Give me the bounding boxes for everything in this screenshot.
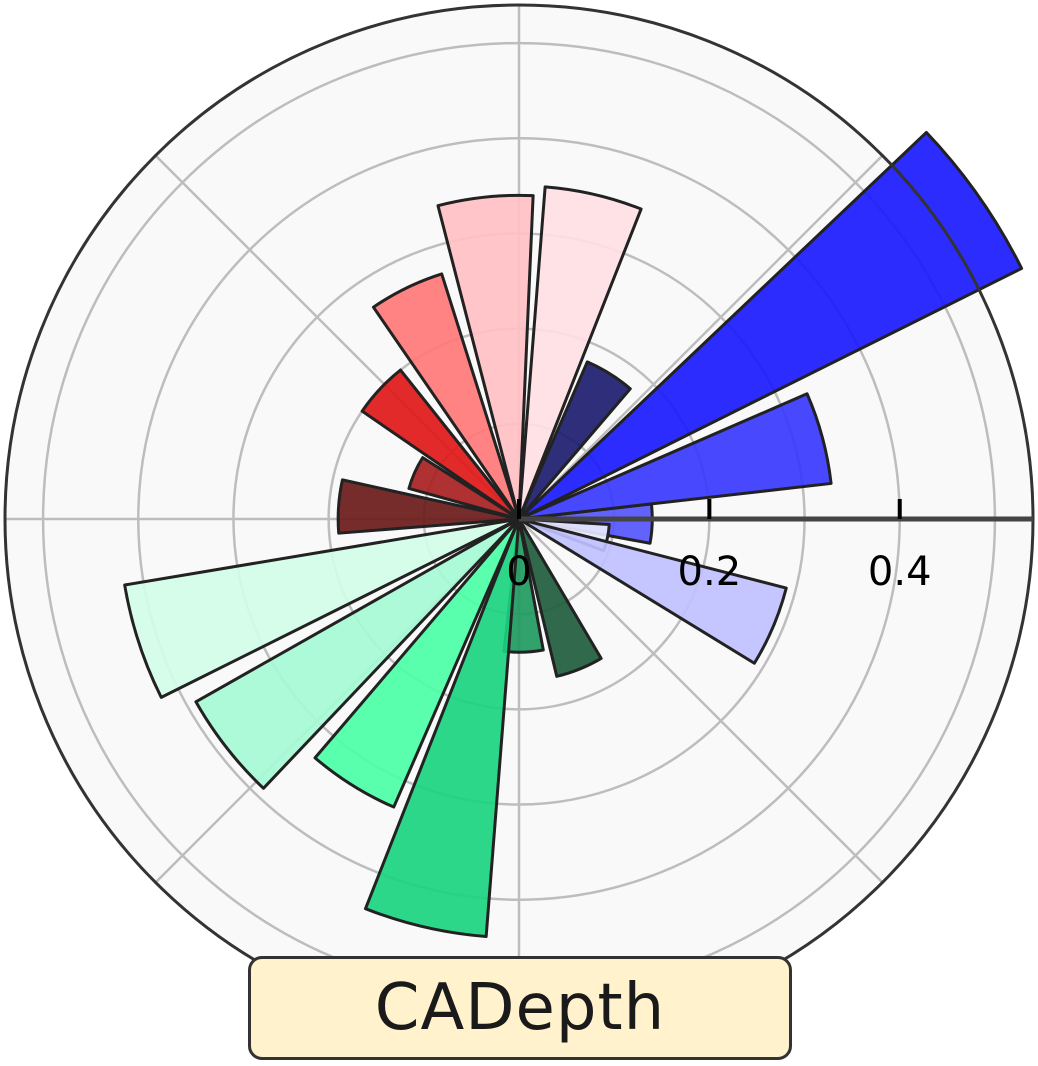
bar-12	[360, 368, 521, 521]
bar-13	[371, 272, 521, 521]
chart-title-box: CADepth	[248, 956, 792, 1060]
bar-9	[123, 517, 521, 699]
bar-15	[517, 185, 643, 521]
bar-6	[364, 517, 521, 939]
polar-bars	[123, 130, 1024, 939]
bar-14	[436, 193, 535, 521]
bar-3	[517, 517, 788, 665]
bar-8	[194, 517, 521, 790]
grid-spoke-45	[518, 154, 884, 520]
bar-18	[517, 392, 833, 521]
chart-title: CADepth	[374, 971, 666, 1045]
bar-16	[517, 360, 632, 521]
radial-tick-label-2: 0.4	[868, 549, 932, 595]
bar-10	[336, 478, 521, 535]
grid-spoke-315	[518, 518, 884, 884]
radial-tick-label-0: 0	[506, 549, 531, 595]
radial-tick-label-1: 0.2	[678, 549, 742, 595]
bar-4	[517, 517, 603, 678]
bar-7	[313, 517, 521, 809]
bar-17	[517, 130, 1024, 521]
bar-11	[407, 456, 521, 521]
